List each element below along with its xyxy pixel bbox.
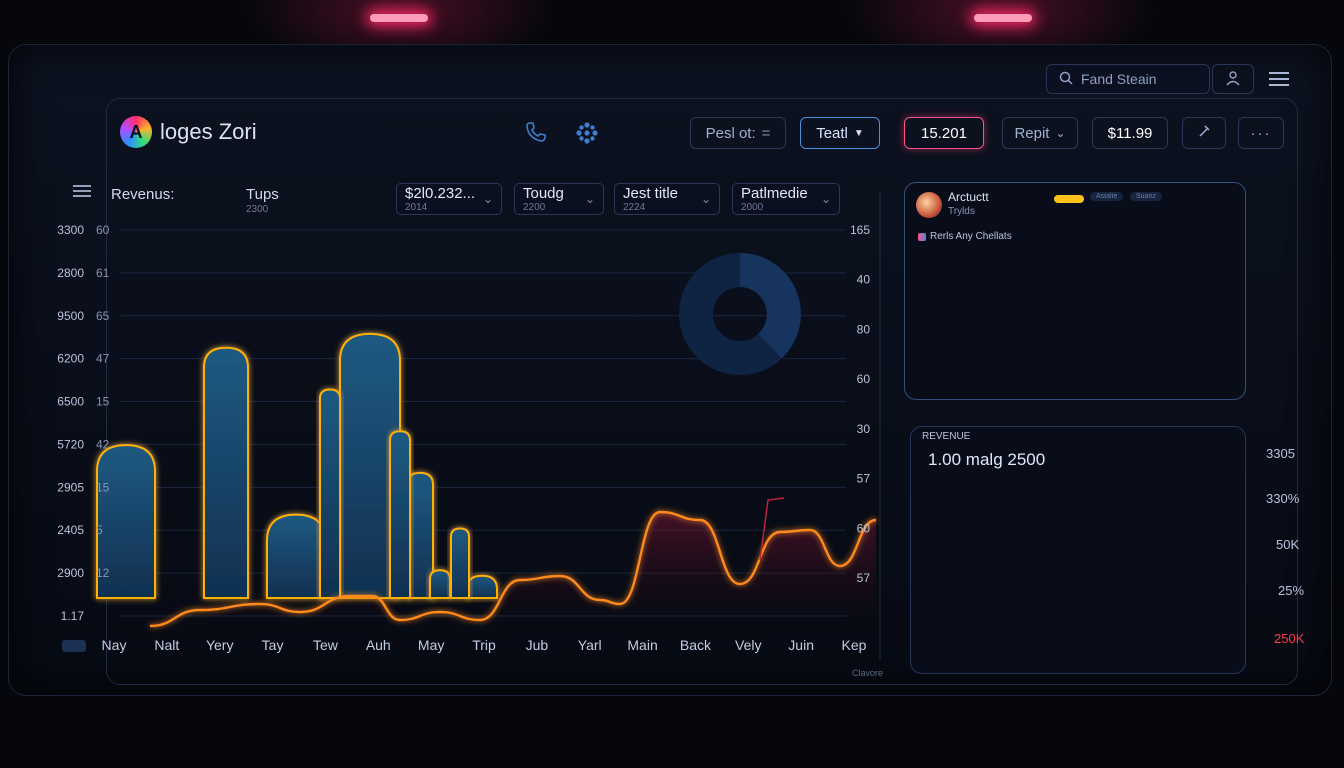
- legend-swatch-icon: [918, 232, 926, 241]
- user-button[interactable]: [1212, 64, 1254, 94]
- apps-grid-icon[interactable]: [574, 120, 600, 149]
- logo-mark-icon: A: [120, 116, 152, 148]
- status-pill: [1054, 195, 1084, 203]
- filter-value: $2l0.232...: [405, 185, 476, 202]
- filter-button[interactable]: Pesl ot: =: [690, 117, 786, 149]
- type-select-label: Teatl: [816, 124, 848, 142]
- chevron-down-icon: ⌄: [700, 192, 711, 206]
- app-logo: A loges Zori: [120, 116, 257, 148]
- type-select[interactable]: Teatl ▼: [800, 117, 880, 149]
- filter-sub: 2014: [405, 202, 428, 213]
- more-button[interactable]: ···: [1238, 117, 1284, 149]
- price-badge[interactable]: $11.99: [1092, 117, 1168, 149]
- chart-footnote: Clavore: [852, 668, 884, 678]
- filter-value: Jest title: [623, 185, 679, 202]
- report-select-label: Repit: [1014, 124, 1050, 142]
- tag-chip[interactable]: Astalte: [1090, 192, 1124, 201]
- filter-value: Toudg: [523, 185, 564, 202]
- filter-label: Pesl ot:: [705, 124, 756, 142]
- legend: Rerls Any Chellats: [918, 231, 1012, 242]
- highlight-value: 15.201: [921, 124, 967, 142]
- search-text: Fand Steain: [1081, 71, 1157, 87]
- ceiling-lamp-right: [974, 14, 1032, 22]
- filter-dropdown-tough[interactable]: Toudg 2200 ⌄: [514, 183, 604, 215]
- right-axis-label: 25%: [1278, 583, 1305, 598]
- filter-value: Patlmedie: [741, 185, 808, 202]
- search-input[interactable]: Fand Steain: [1046, 64, 1210, 94]
- filter-dropdown-media[interactable]: Patlmedie 2000 ⌄: [732, 183, 840, 215]
- filter-dropdown-amount[interactable]: $2l0.232... 2014 ⌄: [396, 183, 502, 215]
- more-dots-icon: ···: [1250, 124, 1272, 142]
- revenue-headline: 1.00 malg 2500: [928, 450, 1046, 469]
- tups-label: Tups: [246, 186, 279, 203]
- filter-dropdown-title[interactable]: Jest title 2224 ⌄: [614, 183, 720, 215]
- caret-down-icon: ▼: [853, 127, 864, 139]
- chevron-down-icon: ⌄: [482, 192, 493, 206]
- user-icon: [1225, 70, 1241, 89]
- tag-chip[interactable]: Suanz: [1130, 192, 1162, 201]
- revenue-card: [910, 426, 1246, 674]
- search-icon: [1059, 71, 1073, 88]
- sidebar-toggle-icon[interactable]: [72, 184, 92, 201]
- chevron-down-icon: ⌄: [820, 192, 831, 206]
- app-name: loges Zori: [160, 119, 257, 144]
- tool-button[interactable]: [1182, 117, 1226, 149]
- card-subtitle: Trylds: [948, 206, 975, 217]
- right-axis-label: 250K: [1274, 631, 1305, 646]
- chevron-down-icon: ⌄: [1055, 126, 1066, 140]
- avatar: [916, 192, 942, 218]
- right-axis-label: 50K: [1276, 537, 1300, 552]
- dashboard-panel: [106, 98, 1298, 685]
- ceiling-lamp-left: [370, 14, 428, 22]
- chevron-down-icon: ⌄: [584, 192, 595, 206]
- hamburger-menu-icon[interactable]: [1268, 70, 1290, 91]
- filter-sub: 2224: [623, 202, 646, 213]
- phone-icon[interactable]: [524, 120, 548, 147]
- hammer-icon: [1197, 124, 1211, 142]
- highlight-value-badge[interactable]: 15.201: [904, 117, 984, 149]
- tups-sublabel: 2300: [246, 204, 269, 215]
- trends-card: [904, 182, 1246, 400]
- report-select[interactable]: Repit ⌄: [1002, 117, 1078, 149]
- card-title: Arctuctt: [948, 190, 989, 204]
- price-value: $11.99: [1107, 124, 1153, 142]
- filter-sub: 2000: [741, 202, 764, 213]
- right-axis-label: 330%: [1266, 491, 1300, 506]
- equals-icon: =: [761, 124, 771, 142]
- legend-label: Rerls Any Chellats: [930, 231, 1012, 242]
- revenue-label: Revenus:: [111, 186, 175, 203]
- right-axis-label: 3305: [1266, 446, 1295, 461]
- revenue-card-title: REVENUE: [922, 431, 971, 442]
- filter-sub: 2200: [523, 202, 546, 213]
